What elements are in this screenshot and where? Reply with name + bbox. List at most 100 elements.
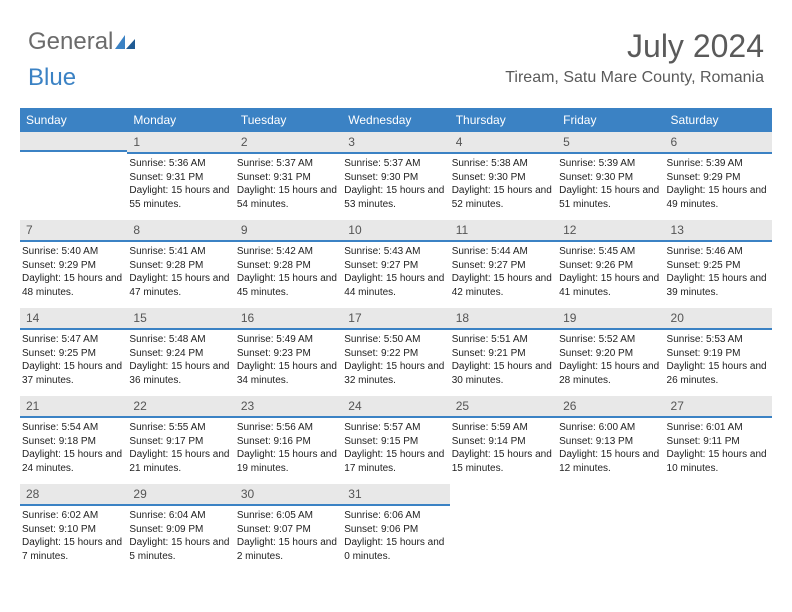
day-number: 15 — [127, 308, 234, 330]
calendar-cell: 17Sunrise: 5:50 AMSunset: 9:22 PMDayligh… — [342, 308, 449, 396]
day-number: 22 — [127, 396, 234, 418]
day-info: Sunrise: 5:38 AMSunset: 9:30 PMDaylight:… — [450, 154, 557, 211]
day-number: 13 — [665, 220, 772, 242]
calendar-table: SundayMondayTuesdayWednesdayThursdayFrid… — [20, 108, 772, 572]
calendar-cell — [450, 484, 557, 572]
calendar-cell: 11Sunrise: 5:44 AMSunset: 9:27 PMDayligh… — [450, 220, 557, 308]
day-info: Sunrise: 5:46 AMSunset: 9:25 PMDaylight:… — [665, 242, 772, 299]
brand-blue: Blue — [28, 64, 76, 91]
calendar-week-row: 14Sunrise: 5:47 AMSunset: 9:25 PMDayligh… — [20, 308, 772, 396]
day-number: 14 — [20, 308, 127, 330]
day-info: Sunrise: 5:49 AMSunset: 9:23 PMDaylight:… — [235, 330, 342, 387]
day-number: 29 — [127, 484, 234, 506]
calendar-cell: 6Sunrise: 5:39 AMSunset: 9:29 PMDaylight… — [665, 132, 772, 220]
calendar-cell: 23Sunrise: 5:56 AMSunset: 9:16 PMDayligh… — [235, 396, 342, 484]
day-number: 3 — [342, 132, 449, 154]
calendar-cell: 31Sunrise: 6:06 AMSunset: 9:06 PMDayligh… — [342, 484, 449, 572]
calendar-cell: 7Sunrise: 5:40 AMSunset: 9:29 PMDaylight… — [20, 220, 127, 308]
weekday-header: Sunday — [20, 108, 127, 132]
day-info: Sunrise: 5:39 AMSunset: 9:29 PMDaylight:… — [665, 154, 772, 211]
calendar-cell — [665, 484, 772, 572]
logo-sail-icon — [115, 28, 137, 56]
day-number: 4 — [450, 132, 557, 154]
brand-logo: General Blue — [28, 28, 137, 92]
day-info: Sunrise: 6:06 AMSunset: 9:06 PMDaylight:… — [342, 506, 449, 563]
day-info: Sunrise: 6:05 AMSunset: 9:07 PMDaylight:… — [235, 506, 342, 563]
calendar-cell: 10Sunrise: 5:43 AMSunset: 9:27 PMDayligh… — [342, 220, 449, 308]
day-info: Sunrise: 5:40 AMSunset: 9:29 PMDaylight:… — [20, 242, 127, 299]
day-info: Sunrise: 5:39 AMSunset: 9:30 PMDaylight:… — [557, 154, 664, 211]
day-info: Sunrise: 6:00 AMSunset: 9:13 PMDaylight:… — [557, 418, 664, 475]
calendar-week-row: 28Sunrise: 6:02 AMSunset: 9:10 PMDayligh… — [20, 484, 772, 572]
location-text: Tiream, Satu Mare County, Romania — [505, 69, 764, 87]
day-info: Sunrise: 5:56 AMSunset: 9:16 PMDaylight:… — [235, 418, 342, 475]
weekday-header: Monday — [127, 108, 234, 132]
calendar-cell: 4Sunrise: 5:38 AMSunset: 9:30 PMDaylight… — [450, 132, 557, 220]
calendar-cell: 2Sunrise: 5:37 AMSunset: 9:31 PMDaylight… — [235, 132, 342, 220]
calendar-cell: 9Sunrise: 5:42 AMSunset: 9:28 PMDaylight… — [235, 220, 342, 308]
day-number: 19 — [557, 308, 664, 330]
day-info: Sunrise: 5:42 AMSunset: 9:28 PMDaylight:… — [235, 242, 342, 299]
calendar-cell: 12Sunrise: 5:45 AMSunset: 9:26 PMDayligh… — [557, 220, 664, 308]
calendar-week-row: 1Sunrise: 5:36 AMSunset: 9:31 PMDaylight… — [20, 132, 772, 220]
day-number: 25 — [450, 396, 557, 418]
day-number: 20 — [665, 308, 772, 330]
day-info: Sunrise: 6:02 AMSunset: 9:10 PMDaylight:… — [20, 506, 127, 563]
day-info: Sunrise: 5:51 AMSunset: 9:21 PMDaylight:… — [450, 330, 557, 387]
day-info: Sunrise: 5:45 AMSunset: 9:26 PMDaylight:… — [557, 242, 664, 299]
weekday-header: Thursday — [450, 108, 557, 132]
day-info: Sunrise: 5:36 AMSunset: 9:31 PMDaylight:… — [127, 154, 234, 211]
day-info: Sunrise: 5:59 AMSunset: 9:14 PMDaylight:… — [450, 418, 557, 475]
calendar-cell: 20Sunrise: 5:53 AMSunset: 9:19 PMDayligh… — [665, 308, 772, 396]
day-number: 10 — [342, 220, 449, 242]
day-info: Sunrise: 5:55 AMSunset: 9:17 PMDaylight:… — [127, 418, 234, 475]
day-info: Sunrise: 5:37 AMSunset: 9:31 PMDaylight:… — [235, 154, 342, 211]
day-number: 26 — [557, 396, 664, 418]
day-number: 17 — [342, 308, 449, 330]
day-number: 6 — [665, 132, 772, 154]
weekday-header: Friday — [557, 108, 664, 132]
day-info: Sunrise: 5:54 AMSunset: 9:18 PMDaylight:… — [20, 418, 127, 475]
day-info: Sunrise: 5:43 AMSunset: 9:27 PMDaylight:… — [342, 242, 449, 299]
day-number: 12 — [557, 220, 664, 242]
day-number: 23 — [235, 396, 342, 418]
day-info: Sunrise: 5:57 AMSunset: 9:15 PMDaylight:… — [342, 418, 449, 475]
day-number: 8 — [127, 220, 234, 242]
day-info: Sunrise: 5:50 AMSunset: 9:22 PMDaylight:… — [342, 330, 449, 387]
calendar-cell: 16Sunrise: 5:49 AMSunset: 9:23 PMDayligh… — [235, 308, 342, 396]
calendar-week-row: 21Sunrise: 5:54 AMSunset: 9:18 PMDayligh… — [20, 396, 772, 484]
calendar-cell: 15Sunrise: 5:48 AMSunset: 9:24 PMDayligh… — [127, 308, 234, 396]
day-info: Sunrise: 5:44 AMSunset: 9:27 PMDaylight:… — [450, 242, 557, 299]
day-number: 28 — [20, 484, 127, 506]
day-number: 7 — [20, 220, 127, 242]
calendar-cell: 26Sunrise: 6:00 AMSunset: 9:13 PMDayligh… — [557, 396, 664, 484]
day-number: 2 — [235, 132, 342, 154]
day-number: 11 — [450, 220, 557, 242]
title-block: July 2024 Tiream, Satu Mare County, Roma… — [505, 28, 764, 87]
month-title: July 2024 — [505, 28, 764, 65]
day-info: Sunrise: 5:47 AMSunset: 9:25 PMDaylight:… — [20, 330, 127, 387]
weekday-header: Tuesday — [235, 108, 342, 132]
day-number: 1 — [127, 132, 234, 154]
calendar-cell: 1Sunrise: 5:36 AMSunset: 9:31 PMDaylight… — [127, 132, 234, 220]
calendar-cell: 14Sunrise: 5:47 AMSunset: 9:25 PMDayligh… — [20, 308, 127, 396]
calendar-cell: 30Sunrise: 6:05 AMSunset: 9:07 PMDayligh… — [235, 484, 342, 572]
weekday-header-row: SundayMondayTuesdayWednesdayThursdayFrid… — [20, 108, 772, 132]
calendar-cell: 18Sunrise: 5:51 AMSunset: 9:21 PMDayligh… — [450, 308, 557, 396]
day-number: 5 — [557, 132, 664, 154]
calendar-cell — [557, 484, 664, 572]
day-info: Sunrise: 6:01 AMSunset: 9:11 PMDaylight:… — [665, 418, 772, 475]
brand-general: General — [28, 28, 113, 55]
calendar-cell: 22Sunrise: 5:55 AMSunset: 9:17 PMDayligh… — [127, 396, 234, 484]
calendar-cell: 25Sunrise: 5:59 AMSunset: 9:14 PMDayligh… — [450, 396, 557, 484]
page-header: General Blue July 2024 Tiream, Satu Mare … — [0, 0, 792, 100]
calendar-cell: 21Sunrise: 5:54 AMSunset: 9:18 PMDayligh… — [20, 396, 127, 484]
day-info: Sunrise: 5:52 AMSunset: 9:20 PMDaylight:… — [557, 330, 664, 387]
day-info: Sunrise: 5:48 AMSunset: 9:24 PMDaylight:… — [127, 330, 234, 387]
calendar-cell: 3Sunrise: 5:37 AMSunset: 9:30 PMDaylight… — [342, 132, 449, 220]
calendar-cell: 28Sunrise: 6:02 AMSunset: 9:10 PMDayligh… — [20, 484, 127, 572]
day-number: 18 — [450, 308, 557, 330]
day-info: Sunrise: 5:41 AMSunset: 9:28 PMDaylight:… — [127, 242, 234, 299]
weekday-header: Wednesday — [342, 108, 449, 132]
calendar-cell: 19Sunrise: 5:52 AMSunset: 9:20 PMDayligh… — [557, 308, 664, 396]
